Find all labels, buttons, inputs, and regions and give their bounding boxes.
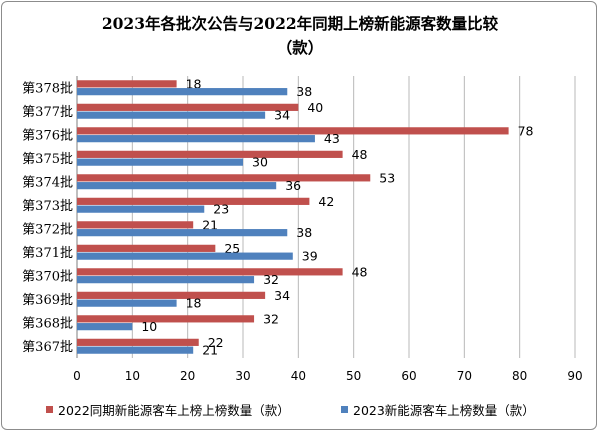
data-label-s0-9: 34 bbox=[274, 288, 290, 303]
data-label-s1-4: 36 bbox=[285, 178, 301, 193]
bar-s0-0 bbox=[77, 80, 177, 88]
bar-s0-11 bbox=[77, 338, 199, 346]
category-label-2: 第376批 bbox=[22, 128, 73, 143]
x-tick-label-0: 0 bbox=[73, 369, 81, 383]
legend-swatch-2022 bbox=[46, 406, 53, 413]
category-label-6: 第372批 bbox=[22, 222, 73, 237]
category-label-10: 第368批 bbox=[22, 316, 73, 331]
bar-s0-3 bbox=[77, 150, 343, 158]
data-label-s1-3: 30 bbox=[252, 155, 268, 170]
chart-subtitle: （款） bbox=[276, 38, 324, 57]
category-label-5: 第373批 bbox=[22, 199, 73, 214]
x-tick-label-20: 20 bbox=[180, 369, 195, 383]
bar-s1-8 bbox=[77, 276, 255, 284]
category-label-11: 第367批 bbox=[22, 340, 73, 355]
bar-s0-8 bbox=[77, 268, 343, 276]
bar-s1-9 bbox=[77, 299, 177, 307]
category-label-3: 第375批 bbox=[22, 152, 73, 167]
data-label-s1-5: 23 bbox=[213, 202, 229, 217]
data-label-s1-2: 43 bbox=[324, 131, 340, 146]
x-tick-label-60: 60 bbox=[401, 369, 416, 383]
bar-s1-4 bbox=[77, 182, 277, 190]
data-label-s1-9: 18 bbox=[186, 296, 202, 311]
x-tick-label-30: 30 bbox=[235, 369, 250, 383]
data-label-s0-1: 40 bbox=[307, 100, 323, 115]
x-tick-label-90: 90 bbox=[567, 369, 582, 383]
data-label-s0-10: 32 bbox=[263, 311, 279, 326]
data-label-s1-10: 10 bbox=[141, 319, 157, 334]
data-label-s0-2: 78 bbox=[518, 123, 534, 138]
category-label-0: 第378批 bbox=[22, 81, 73, 96]
data-label-s0-0: 18 bbox=[186, 76, 202, 91]
category-label-1: 第377批 bbox=[22, 105, 73, 120]
bar-s0-9 bbox=[77, 291, 266, 299]
bar-s1-5 bbox=[77, 205, 205, 213]
category-label-4: 第374批 bbox=[22, 175, 73, 190]
bar-s1-3 bbox=[77, 158, 243, 166]
data-label-s0-3: 48 bbox=[352, 147, 368, 162]
data-label-s1-0: 38 bbox=[296, 84, 312, 99]
bar-s1-10 bbox=[77, 323, 133, 331]
data-label-s1-11: 21 bbox=[202, 343, 218, 358]
bar-s1-6 bbox=[77, 229, 288, 237]
legend-item-2022: 2022同期新能源客车上榜上榜数量（款） bbox=[46, 400, 290, 419]
data-label-s0-5: 42 bbox=[318, 194, 334, 209]
bar-s0-5 bbox=[77, 197, 310, 205]
legend-label-2023: 2023新能源客车上榜数量（款） bbox=[353, 403, 535, 418]
category-label-9: 第369批 bbox=[22, 293, 73, 308]
legend-swatch-2023 bbox=[341, 406, 348, 413]
data-label-s0-6: 21 bbox=[202, 217, 218, 232]
bar-s1-1 bbox=[77, 111, 266, 119]
chart-title: 2023年各批次公告与2022年同期上榜新能源客数量比较 bbox=[101, 14, 499, 33]
bar-s0-1 bbox=[77, 103, 299, 111]
x-tick-label-10: 10 bbox=[125, 369, 140, 383]
data-label-s0-11: 22 bbox=[208, 335, 224, 350]
legend-item-2023: 2023新能源客车上榜数量（款） bbox=[341, 400, 535, 419]
x-tick-label-40: 40 bbox=[291, 369, 306, 383]
bar-s1-2 bbox=[77, 135, 315, 143]
data-label-s1-7: 39 bbox=[302, 249, 318, 264]
legend-label-2022: 2022同期新能源客车上榜上榜数量（款） bbox=[58, 403, 290, 418]
chart-legend: 2022同期新能源客车上榜上榜数量（款） 2023新能源客车上榜数量（款） bbox=[0, 400, 600, 418]
data-label-s1-6: 38 bbox=[296, 225, 312, 240]
x-tick-label-80: 80 bbox=[512, 369, 527, 383]
bar-s0-4 bbox=[77, 174, 371, 182]
data-label-s1-8: 32 bbox=[263, 272, 279, 287]
category-label-8: 第370批 bbox=[22, 269, 73, 284]
bar-s0-7 bbox=[77, 244, 216, 252]
data-label-s0-7: 25 bbox=[224, 241, 240, 256]
bar-s1-7 bbox=[77, 252, 293, 260]
x-tick-label-50: 50 bbox=[346, 369, 361, 383]
bar-s0-6 bbox=[77, 221, 194, 229]
bar-s0-2 bbox=[77, 127, 509, 135]
data-label-s1-1: 34 bbox=[274, 108, 290, 123]
data-label-s0-4: 53 bbox=[379, 170, 395, 185]
bar-s0-10 bbox=[77, 315, 255, 323]
x-tick-label-70: 70 bbox=[457, 369, 472, 383]
bar-s1-11 bbox=[77, 346, 194, 354]
category-label-7: 第371批 bbox=[22, 246, 73, 261]
data-label-s0-8: 48 bbox=[352, 264, 368, 279]
bar-s1-0 bbox=[77, 88, 288, 96]
